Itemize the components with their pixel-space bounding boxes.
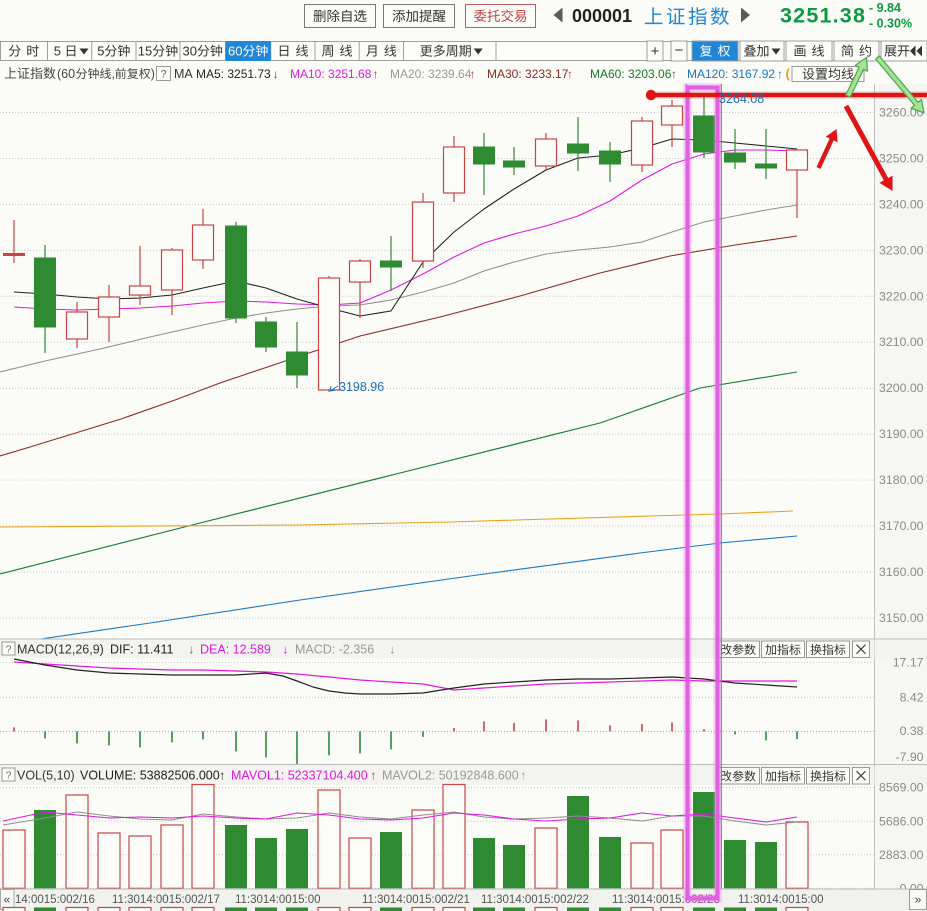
- svg-text:3200.00: 3200.00: [879, 381, 924, 395]
- svg-text:↑: ↑: [373, 67, 379, 81]
- svg-text:MACD(12,26,9): MACD(12,26,9): [17, 643, 104, 657]
- svg-text:3198.96: 3198.96: [339, 380, 384, 394]
- svg-text:15: 15: [138, 44, 152, 59]
- svg-text:3251.38: 3251.38: [780, 4, 866, 28]
- svg-text:3170.00: 3170.00: [879, 519, 924, 533]
- svg-text:0.38: 0.38: [900, 724, 924, 738]
- svg-text:MA30: 3233.17: MA30: 3233.17: [487, 67, 569, 81]
- svg-text:↑: ↑: [567, 67, 573, 81]
- svg-text:VOLUME: 53882506.000: VOLUME: 53882506.000: [80, 769, 220, 783]
- svg-text:↑: ↑: [370, 769, 376, 783]
- svg-text:↑: ↑: [219, 769, 225, 783]
- svg-text:2883.00: 2883.00: [879, 848, 924, 862]
- svg-text:MACD: -2.356: MACD: -2.356: [295, 643, 374, 657]
- svg-text:3210.00: 3210.00: [879, 335, 924, 349]
- svg-text:«: «: [4, 893, 11, 907]
- svg-text:MA: MA: [174, 67, 193, 81]
- svg-text:DIF: 11.411: DIF: 11.411: [110, 643, 174, 657]
- svg-text:↑: ↑: [520, 769, 526, 783]
- svg-text:(60: (60: [57, 67, 75, 81]
- svg-text:3264.08: 3264.08: [719, 92, 764, 106]
- svg-text:MA60: 3203.06: MA60: 3203.06: [590, 67, 672, 81]
- svg-text:- 9.84: - 9.84: [869, 1, 901, 15]
- svg-text:3160.00: 3160.00: [879, 565, 924, 579]
- svg-text:8.42: 8.42: [900, 690, 924, 704]
- svg-text:MA120: 3167.92: MA120: 3167.92: [687, 67, 775, 81]
- svg-text:↑: ↑: [671, 67, 677, 81]
- svg-text:↑: ↑: [470, 67, 476, 81]
- svg-text:3220.00: 3220.00: [879, 289, 924, 303]
- svg-text:5: 5: [54, 44, 61, 59]
- svg-text:17.17: 17.17: [893, 656, 924, 670]
- svg-text:↓: ↓: [282, 643, 288, 657]
- svg-text:(: (: [786, 66, 791, 81]
- svg-text:8569.00: 8569.00: [879, 781, 924, 795]
- svg-text:3250.00: 3250.00: [879, 151, 924, 165]
- svg-text:↑: ↑: [777, 67, 783, 81]
- svg-text:MAVOL2: 50192848.600: MAVOL2: 50192848.600: [382, 769, 519, 783]
- svg-text:11:3014:0015:002/22: 11:3014:0015:002/22: [481, 894, 589, 906]
- svg-text:MA10: 3251.68: MA10: 3251.68: [290, 67, 372, 81]
- svg-text:3190.00: 3190.00: [879, 427, 924, 441]
- svg-text:?: ?: [6, 770, 12, 782]
- svg-text:↓: ↓: [389, 643, 395, 657]
- svg-text:↓: ↓: [188, 643, 194, 657]
- svg-text:DEA: 12.589: DEA: 12.589: [200, 643, 271, 657]
- svg-text:11:3014:0015:00: 11:3014:0015:00: [235, 894, 320, 906]
- svg-text:MAVOL1: 52337104.400: MAVOL1: 52337104.400: [231, 769, 368, 783]
- svg-text:11:3014:0015:002/17: 11:3014:0015:002/17: [112, 894, 220, 906]
- svg-text:): ): [151, 67, 155, 81]
- svg-text:VOL(5,10): VOL(5,10): [17, 769, 75, 783]
- svg-text:5: 5: [97, 44, 104, 59]
- svg-text:3150.00: 3150.00: [879, 611, 924, 625]
- svg-text:?: ?: [6, 644, 12, 656]
- svg-text:000001: 000001: [572, 6, 632, 26]
- svg-text:?: ?: [160, 69, 166, 81]
- svg-text:14:0015:002/16: 14:0015:002/16: [15, 894, 95, 906]
- svg-text:11:3014:0015:002/21: 11:3014:0015:002/21: [362, 894, 470, 906]
- svg-text:»: »: [915, 893, 922, 907]
- svg-text:30: 30: [183, 44, 197, 59]
- svg-text:-7.90: -7.90: [895, 750, 923, 764]
- svg-text:3180.00: 3180.00: [879, 473, 924, 487]
- svg-text:MA20: 3239.64: MA20: 3239.64: [390, 67, 472, 81]
- svg-text:3230.00: 3230.00: [879, 243, 924, 257]
- svg-text:MA5: 3251.73: MA5: 3251.73: [196, 67, 271, 81]
- svg-text:11:3014:0015:00: 11:3014:0015:00: [738, 894, 823, 906]
- svg-text:5686.00: 5686.00: [879, 814, 924, 828]
- svg-text:- 0.30%: - 0.30%: [869, 17, 912, 31]
- svg-text:−: −: [675, 42, 684, 59]
- svg-text:3240.00: 3240.00: [879, 197, 924, 211]
- svg-text:+: +: [651, 43, 660, 60]
- svg-text:,: ,: [112, 67, 115, 81]
- svg-text:↓: ↓: [273, 67, 279, 81]
- svg-text:60: 60: [228, 44, 242, 59]
